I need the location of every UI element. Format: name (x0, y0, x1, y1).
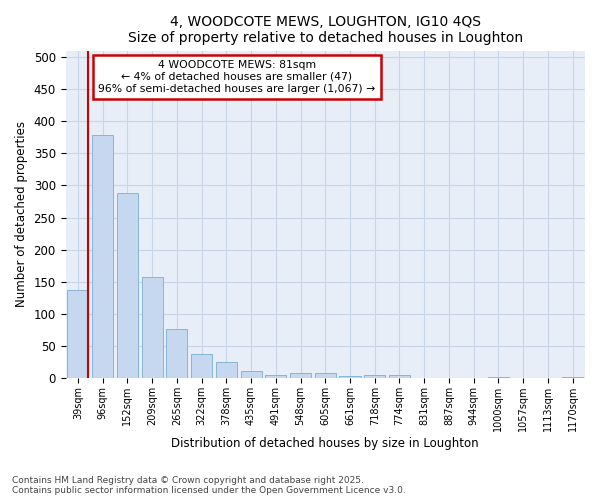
Bar (191, 354, 212, 378)
Bar (117, 193, 138, 378)
Bar (142, 277, 163, 378)
Bar (216, 362, 237, 378)
Text: 4 WOODCOTE MEWS: 81sqm
← 4% of detached houses are smaller (47)
96% of semi-deta: 4 WOODCOTE MEWS: 81sqm ← 4% of detached … (98, 60, 376, 94)
Bar (265, 375, 286, 378)
Bar (290, 373, 311, 378)
Bar (241, 370, 262, 378)
Title: 4, WOODCOTE MEWS, LOUGHTON, IG10 4QS
Size of property relative to detached house: 4, WOODCOTE MEWS, LOUGHTON, IG10 4QS Siz… (128, 15, 523, 45)
Y-axis label: Number of detached properties: Number of detached properties (15, 122, 28, 308)
Bar (92, 136, 113, 378)
Bar (166, 330, 187, 378)
Bar (562, 377, 583, 378)
X-axis label: Distribution of detached houses by size in Loughton: Distribution of detached houses by size … (172, 437, 479, 450)
Bar (67, 290, 88, 378)
Text: Contains HM Land Registry data © Crown copyright and database right 2025.
Contai: Contains HM Land Registry data © Crown c… (12, 476, 406, 495)
Bar (488, 377, 509, 378)
Bar (315, 373, 336, 378)
Bar (364, 375, 385, 378)
Bar (389, 375, 410, 378)
Bar (340, 376, 361, 378)
